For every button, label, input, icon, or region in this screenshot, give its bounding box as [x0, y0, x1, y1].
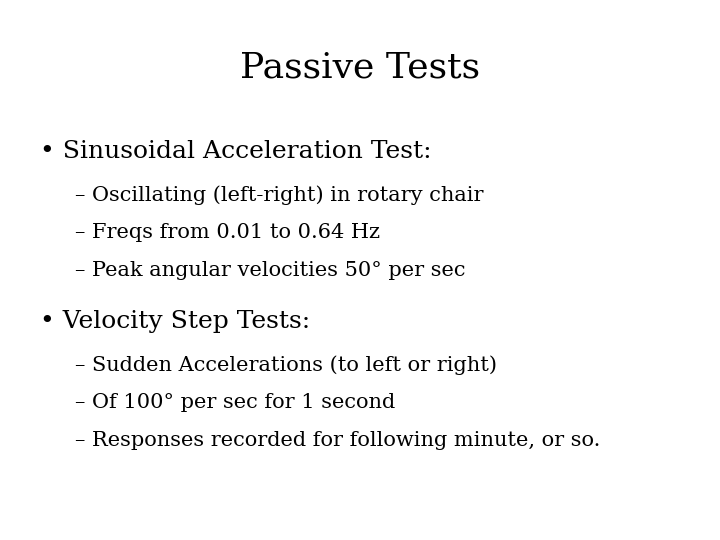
Text: – Sudden Accelerations (to left or right): – Sudden Accelerations (to left or right… — [75, 355, 497, 375]
Text: – Of 100° per sec for 1 second: – Of 100° per sec for 1 second — [75, 393, 395, 412]
Text: – Responses recorded for following minute, or so.: – Responses recorded for following minut… — [75, 431, 600, 450]
Text: – Oscillating (left-right) in rotary chair: – Oscillating (left-right) in rotary cha… — [75, 185, 484, 205]
Text: Passive Tests: Passive Tests — [240, 50, 480, 84]
Text: – Freqs from 0.01 to 0.64 Hz: – Freqs from 0.01 to 0.64 Hz — [75, 223, 380, 242]
Text: • Sinusoidal Acceleration Test:: • Sinusoidal Acceleration Test: — [40, 140, 431, 163]
Text: • Velocity Step Tests:: • Velocity Step Tests: — [40, 310, 310, 333]
Text: – Peak angular velocities 50° per sec: – Peak angular velocities 50° per sec — [75, 261, 466, 280]
